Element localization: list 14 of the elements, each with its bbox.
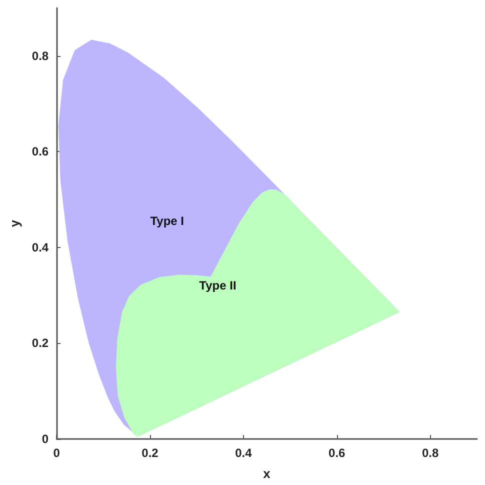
x-tick-label: 0.8: [422, 446, 439, 460]
x-tick-label: 0: [53, 446, 60, 460]
y-tick-label: 0.2: [32, 336, 49, 350]
x-tick-label: 0.6: [328, 446, 346, 460]
y-tick-label: 0.8: [32, 48, 49, 63]
y-tick-label: 0.4: [32, 240, 49, 254]
y-tick-label: 0: [42, 432, 49, 446]
x-axis-title: x: [263, 466, 272, 481]
y-axis-title: y: [7, 219, 22, 228]
series-label: Type I: [150, 214, 184, 228]
series-label: Type II: [199, 278, 236, 292]
y-tick-label: 0.6: [32, 144, 49, 159]
x-tick-label: 0.2: [142, 446, 159, 460]
x-tick-label: 0.4: [235, 446, 252, 460]
